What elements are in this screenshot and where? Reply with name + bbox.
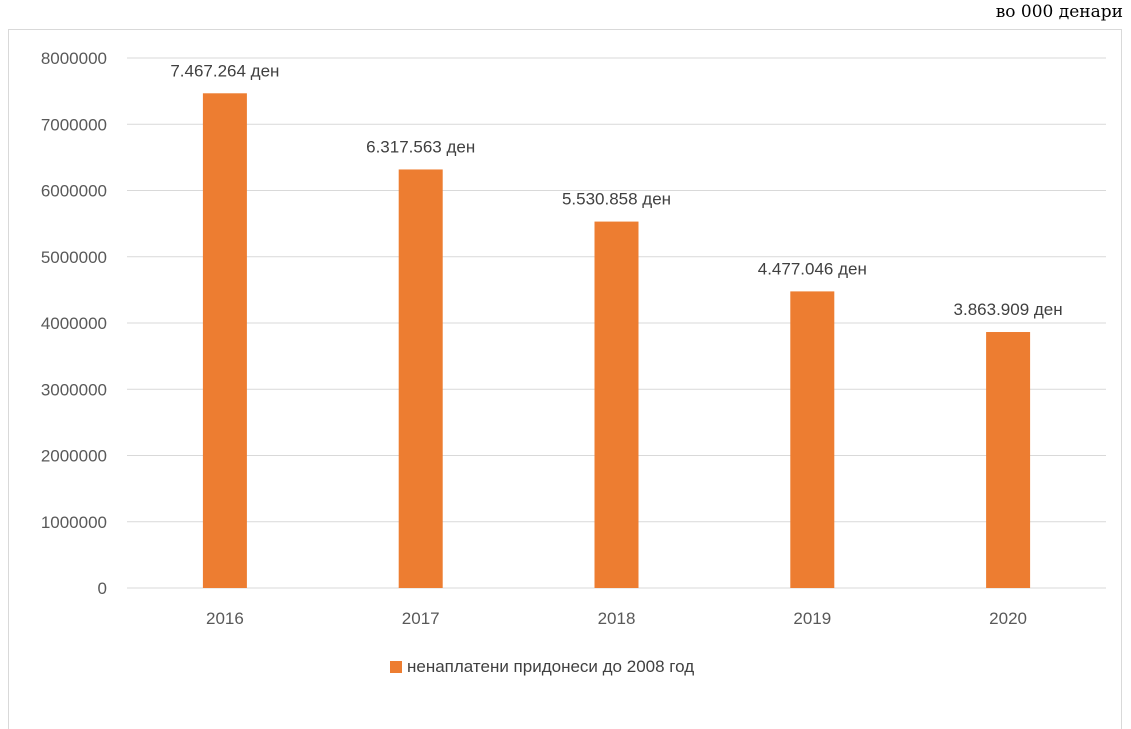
y-tick-label: 4000000: [41, 314, 107, 333]
data-label: 4.477.046 ден: [758, 259, 867, 278]
x-tick-label: 2017: [402, 609, 440, 628]
y-tick-label: 8000000: [41, 49, 107, 68]
x-tick-label: 2020: [989, 609, 1027, 628]
y-tick-label: 7000000: [41, 115, 107, 134]
legend: ненаплатени придонеси до 2008 год: [390, 657, 694, 677]
y-tick-label: 6000000: [41, 182, 107, 201]
bar-chart: 0 1000000 2000000 3000000 4000000 5000000 6000…: [41, 49, 1106, 628]
bar: [790, 291, 835, 588]
bar: [202, 93, 247, 588]
unit-note: во 000 денари: [995, 2, 1123, 22]
x-tick-label: 2018: [598, 609, 636, 628]
legend-label: ненаплатени придонеси до 2008 год: [407, 657, 695, 676]
bar: [986, 332, 1031, 588]
data-label: 3.863.909 ден: [954, 300, 1063, 319]
legend-swatch: [390, 661, 402, 673]
chart-frame: [8, 29, 1122, 729]
y-tick-label: 1000000: [41, 513, 107, 532]
data-label: 7.467.264 ден: [170, 61, 279, 80]
y-tick-label: 0: [98, 579, 107, 598]
data-label: 6.317.563 ден: [366, 137, 475, 156]
bar: [398, 169, 443, 588]
x-tick-label: 2019: [793, 609, 831, 628]
x-tick-label: 2016: [206, 609, 244, 628]
data-label: 5.530.858 ден: [562, 190, 671, 209]
y-tick-label: 2000000: [41, 447, 107, 466]
y-tick-label: 5000000: [41, 248, 107, 267]
bar: [594, 221, 639, 588]
y-tick-label: 3000000: [41, 380, 107, 399]
